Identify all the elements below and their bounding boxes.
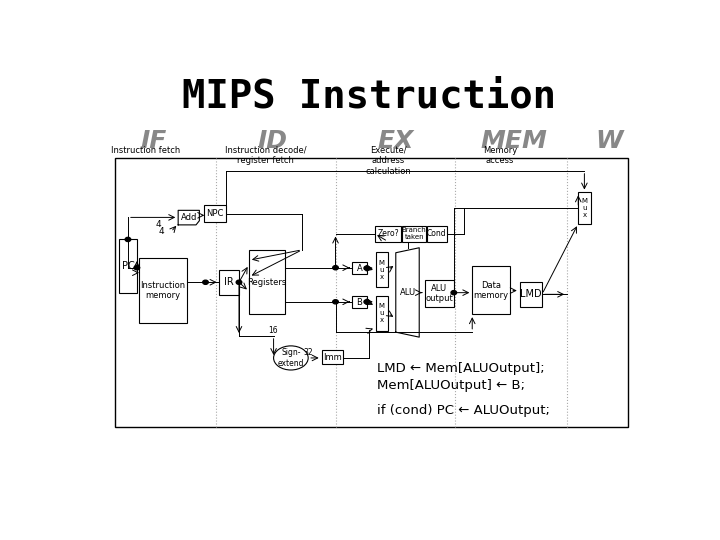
Circle shape: [236, 280, 242, 285]
Bar: [139, 258, 186, 322]
Text: Sign-
extend: Sign- extend: [278, 348, 304, 368]
Circle shape: [134, 266, 140, 270]
Circle shape: [333, 266, 338, 270]
Bar: [578, 192, 590, 224]
Bar: [425, 280, 454, 307]
Circle shape: [333, 300, 338, 304]
Text: ID: ID: [258, 129, 287, 153]
Bar: [376, 295, 388, 331]
Text: Cond: Cond: [427, 229, 446, 238]
Text: 4: 4: [156, 220, 161, 230]
Text: ALU
output: ALU output: [426, 284, 453, 303]
Bar: [352, 262, 366, 274]
Text: 16: 16: [268, 326, 277, 335]
Bar: [249, 250, 285, 314]
Text: A: A: [356, 264, 362, 273]
Text: 4: 4: [158, 227, 164, 237]
Bar: [204, 205, 225, 222]
Text: Registers: Registers: [248, 278, 287, 287]
Text: EX: EX: [377, 129, 414, 153]
Text: Branch
taken: Branch taken: [402, 227, 426, 240]
Text: Instruction decode/
register fetch: Instruction decode/ register fetch: [225, 146, 307, 165]
Circle shape: [364, 300, 369, 304]
Text: M
u
x: M u x: [379, 303, 384, 323]
Circle shape: [203, 280, 208, 285]
Text: Mem[ALUOutput] ← B;: Mem[ALUOutput] ← B;: [377, 379, 526, 392]
Ellipse shape: [274, 346, 308, 370]
Text: Execute/
address
calculation: Execute/ address calculation: [366, 146, 411, 176]
Text: Add: Add: [181, 213, 197, 222]
Text: M
u
x: M u x: [581, 198, 588, 218]
Text: MIPS Instruction: MIPS Instruction: [182, 77, 556, 115]
Bar: [427, 226, 446, 241]
Bar: [374, 226, 401, 241]
Text: B: B: [356, 298, 362, 307]
Bar: [472, 266, 510, 314]
Text: W: W: [595, 129, 623, 153]
Bar: [115, 158, 629, 427]
Polygon shape: [178, 210, 199, 225]
Bar: [220, 270, 239, 295]
Text: Zero?: Zero?: [377, 229, 399, 238]
Bar: [322, 350, 343, 364]
Text: NPC: NPC: [207, 209, 224, 218]
Bar: [352, 296, 366, 308]
Text: 32: 32: [304, 348, 313, 357]
Text: MEM: MEM: [481, 129, 547, 153]
Text: PC: PC: [122, 261, 135, 272]
Circle shape: [451, 291, 456, 295]
Polygon shape: [396, 248, 419, 337]
Circle shape: [364, 266, 369, 270]
Bar: [376, 252, 388, 287]
Text: M
u
x: M u x: [379, 260, 384, 280]
Text: IR: IR: [225, 277, 234, 287]
Text: Instruction fetch: Instruction fetch: [111, 146, 181, 155]
Circle shape: [125, 238, 131, 241]
Text: Data
memory: Data memory: [474, 281, 509, 300]
Text: Memory
access: Memory access: [483, 146, 517, 165]
Text: ALU: ALU: [400, 288, 415, 297]
Text: Instruction
memory: Instruction memory: [140, 281, 185, 300]
Bar: [119, 239, 137, 294]
Text: if (cond) PC ← ALUOutput;: if (cond) PC ← ALUOutput;: [377, 404, 550, 417]
Text: Imm: Imm: [323, 353, 341, 362]
Text: IF: IF: [140, 129, 166, 153]
Text: LMD: LMD: [520, 289, 541, 299]
Bar: [402, 226, 426, 241]
Bar: [520, 282, 542, 307]
Text: LMD ← Mem[ALUOutput];: LMD ← Mem[ALUOutput];: [377, 362, 545, 375]
